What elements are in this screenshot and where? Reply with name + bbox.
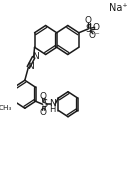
Text: O: O — [40, 92, 47, 101]
Text: N: N — [32, 52, 39, 61]
Text: O: O — [40, 108, 47, 117]
Text: N: N — [27, 62, 34, 71]
Text: O: O — [93, 23, 100, 32]
Text: H: H — [49, 105, 55, 114]
Text: O: O — [84, 16, 91, 25]
Text: O⁻: O⁻ — [89, 31, 101, 40]
Text: S: S — [41, 99, 47, 109]
Text: N: N — [49, 99, 56, 108]
Text: CH₃: CH₃ — [0, 105, 12, 111]
Text: Na⁺: Na⁺ — [109, 3, 127, 13]
Text: S: S — [86, 24, 92, 34]
